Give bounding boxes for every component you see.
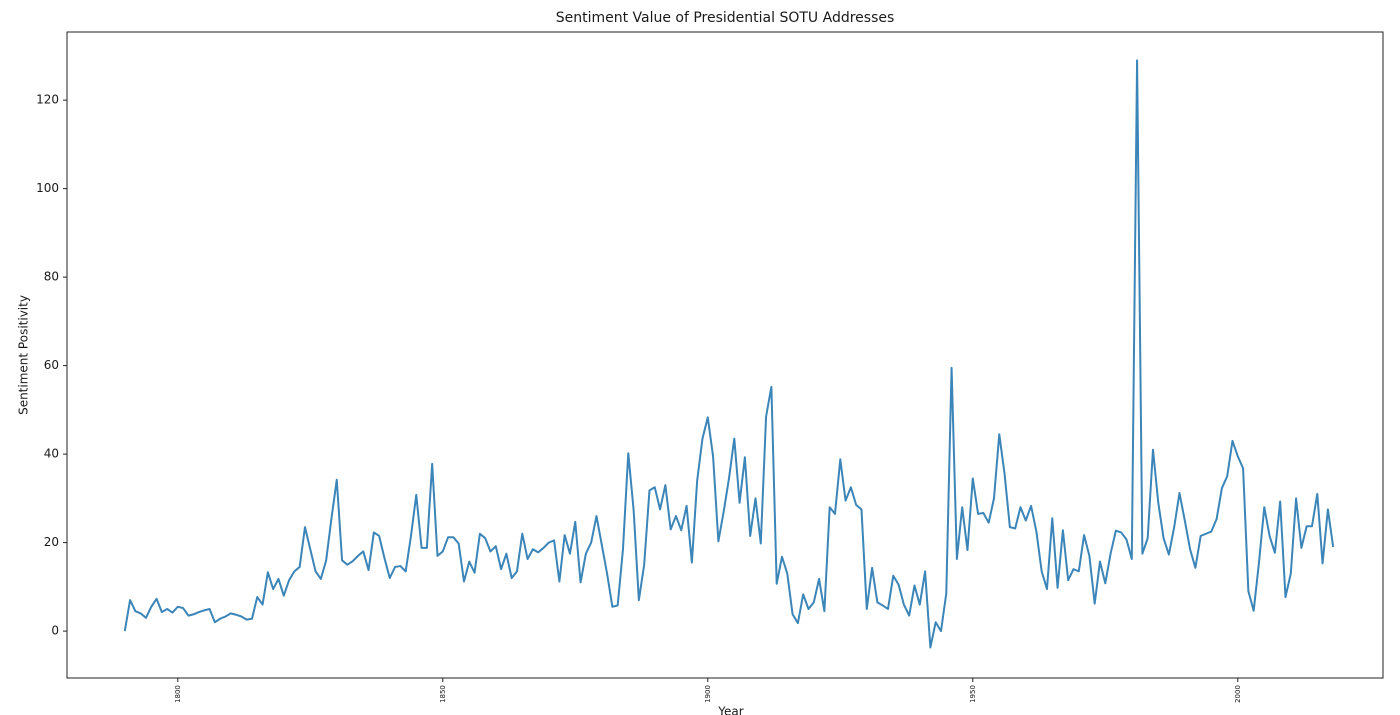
chart-title: Sentiment Value of Presidential SOTU Add…: [556, 10, 895, 26]
x-tick-label: 1850: [439, 685, 447, 703]
y-axis-label: Sentiment Positivity: [17, 295, 31, 415]
y-tick-label: 0: [51, 624, 59, 638]
x-tick-label: 1900: [704, 685, 712, 703]
y-tick-label: 60: [44, 358, 59, 372]
x-tick-label: 2000: [1234, 685, 1242, 703]
y-tick-label: 100: [36, 181, 59, 195]
y-tick-label: 80: [44, 270, 59, 284]
y-tick-label: 120: [36, 93, 59, 107]
x-tick-label: 1800: [174, 685, 182, 703]
y-tick-label: 20: [44, 535, 59, 549]
y-tick-label: 40: [44, 447, 59, 461]
plot-frame: [66, 31, 1384, 679]
data-line: [123, 59, 1335, 649]
x-axis-label: Year: [717, 705, 743, 715]
x-tick-label: 1950: [969, 685, 977, 703]
